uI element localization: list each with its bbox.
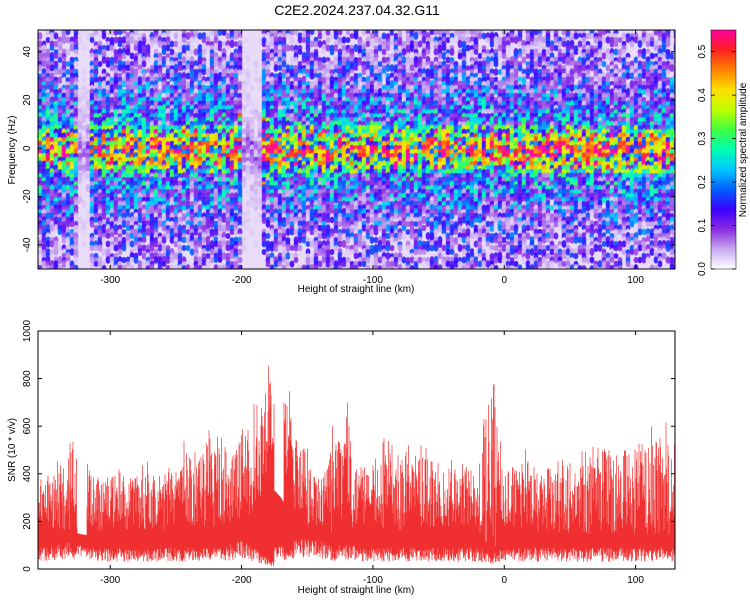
- snr-trace: [37, 365, 676, 567]
- y-tick-label: -40: [22, 237, 33, 252]
- spectrogram-y-ticks: -40 -20 0 20 40: [22, 46, 675, 252]
- x-tick-label: 0: [501, 575, 507, 586]
- snr-frame: [37, 330, 676, 570]
- x-tick-label: 100: [627, 275, 644, 286]
- colorbar-tick-label: 0.5: [697, 44, 708, 58]
- colorbar-tick-label: 0.4: [697, 88, 708, 102]
- chart-title: C2E2.2024.237.04.32.G11: [274, 2, 440, 18]
- snr-y-ticks: 0 200 400 600 800 1000: [22, 319, 675, 572]
- x-tick-label: 0: [501, 275, 507, 286]
- spectrogram-frame: [37, 29, 676, 270]
- spectrogram-x-axis-label: Height of straight line (km): [298, 284, 415, 295]
- snr-panel: -300 -200 -100 0 100 0 200 400 600 800 1000 Heigh…: [7, 319, 676, 596]
- y-tick-label: 1000: [22, 319, 33, 342]
- colorbar: 0.0 0.1 0.2 0.3 0.4 0.5 Normalized spectral a…: [697, 29, 749, 276]
- x-tick-label: -200: [232, 575, 252, 586]
- colorbar-tick-label: 0.3: [697, 131, 708, 145]
- x-tick-label: -100: [363, 575, 383, 586]
- y-tick-label: 800: [22, 370, 33, 387]
- x-tick-label: -300: [100, 275, 120, 286]
- colorbar-tick-label: 0.1: [697, 218, 708, 232]
- snr-y-axis-label: SNR (10 * v/v): [7, 418, 18, 482]
- colorbar-label: Normalized spectral amplitude: [738, 82, 749, 217]
- snr-x-ticks: -300 -200 -100 0 100: [100, 331, 644, 586]
- colorbar-gradient: [710, 29, 737, 270]
- colorbar-tick-label: 0.0: [697, 262, 708, 276]
- y-tick-label: -20: [22, 189, 33, 204]
- spectrogram-x-ticks: -300 -200 -100 0 100: [100, 30, 644, 286]
- y-tick-label: 600: [22, 417, 33, 434]
- x-tick-label: 100: [627, 575, 644, 586]
- y-tick-label: 0: [22, 145, 33, 151]
- y-tick-label: 40: [22, 46, 33, 58]
- x-tick-label: -100: [363, 275, 383, 286]
- spectrogram-y-axis-label: Frequency (Hz): [7, 116, 18, 185]
- x-tick-label: -300: [100, 575, 120, 586]
- spectrogram-panel: C2E2.2024.237.04.32.G11 -300 -200 -100 0 100…: [7, 2, 676, 295]
- y-tick-label: 200: [22, 513, 33, 530]
- heatmap-cells: [38, 30, 675, 269]
- y-tick-label: 400: [22, 465, 33, 482]
- snr-x-axis-label: Height of straight line (km): [298, 585, 415, 596]
- x-tick-label: -200: [232, 275, 252, 286]
- colorbar-tick-label: 0.2: [697, 175, 708, 189]
- y-tick-label: 20: [22, 94, 33, 106]
- y-tick-label: 0: [22, 566, 33, 572]
- snr-series: [37, 365, 676, 567]
- colorbar-ticks: 0.0 0.1 0.2 0.3 0.4 0.5: [697, 44, 736, 276]
